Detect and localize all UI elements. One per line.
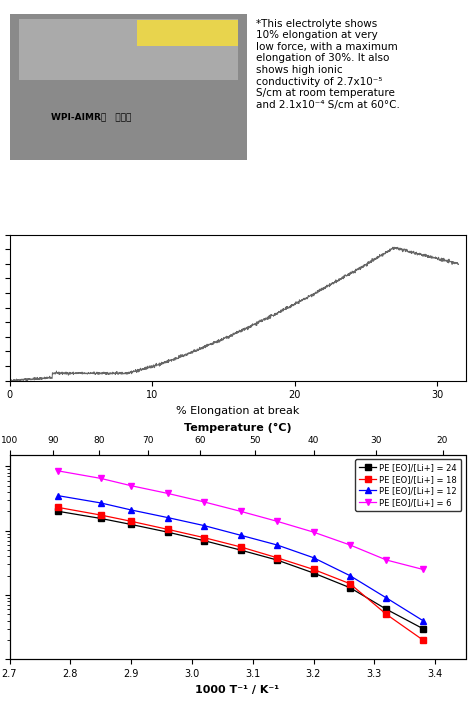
PE [EO]/[Li+] = 18 xyxy=(98,510,104,519)
PE [EO]/[Li+] = 24 xyxy=(347,584,353,592)
PE [EO]/[Li+] = 12 xyxy=(128,506,134,514)
X-axis label: 1000 T⁻¹ / K⁻¹: 1000 T⁻¹ / K⁻¹ xyxy=(195,685,280,695)
PE [EO]/[Li+] = 18 xyxy=(311,565,316,574)
PE [EO]/[Li+] = 24 xyxy=(165,528,171,537)
Bar xyxy=(19,18,238,80)
PE [EO]/[Li+] = 24 xyxy=(55,507,61,515)
Bar xyxy=(10,14,247,160)
PE [EO]/[Li+] = 18 xyxy=(420,636,426,644)
PE [EO]/[Li+] = 6 xyxy=(347,541,353,549)
Line: PE [EO]/[Li+] = 18: PE [EO]/[Li+] = 18 xyxy=(56,505,426,643)
PE [EO]/[Li+] = 18 xyxy=(274,554,280,562)
PE [EO]/[Li+] = 18 xyxy=(165,525,171,534)
PE [EO]/[Li+] = 12 xyxy=(201,521,207,530)
PE [EO]/[Li+] = 24 xyxy=(98,514,104,523)
PE [EO]/[Li+] = 12 xyxy=(165,513,171,522)
Text: WPI-AIMR安 衛生管: WPI-AIMR安 衛生管 xyxy=(51,112,132,121)
PE [EO]/[Li+] = 12 xyxy=(384,593,389,602)
PE [EO]/[Li+] = 6 xyxy=(274,517,280,525)
PE [EO]/[Li+] = 6 xyxy=(384,556,389,564)
PE [EO]/[Li+] = 12 xyxy=(238,531,243,540)
X-axis label: % Elongation at break: % Elongation at break xyxy=(176,406,299,416)
PE [EO]/[Li+] = 6 xyxy=(128,481,134,490)
PE [EO]/[Li+] = 12 xyxy=(311,554,316,562)
PE [EO]/[Li+] = 18 xyxy=(384,610,389,619)
PE [EO]/[Li+] = 12 xyxy=(55,491,61,500)
PE [EO]/[Li+] = 24 xyxy=(201,537,207,545)
PE [EO]/[Li+] = 18 xyxy=(201,533,207,542)
PE [EO]/[Li+] = 18 xyxy=(238,542,243,551)
Legend: PE [EO]/[Li+] = 24, PE [EO]/[Li+] = 18, PE [EO]/[Li+] = 12, PE [EO]/[Li+] = 6: PE [EO]/[Li+] = 24, PE [EO]/[Li+] = 18, … xyxy=(355,459,461,511)
PE [EO]/[Li+] = 12 xyxy=(347,571,353,580)
PE [EO]/[Li+] = 6 xyxy=(420,565,426,574)
Line: PE [EO]/[Li+] = 24: PE [EO]/[Li+] = 24 xyxy=(56,508,426,632)
PE [EO]/[Li+] = 24 xyxy=(311,569,316,577)
PE [EO]/[Li+] = 24 xyxy=(238,546,243,554)
PE [EO]/[Li+] = 6 xyxy=(238,507,243,515)
PE [EO]/[Li+] = 6 xyxy=(55,467,61,475)
PE [EO]/[Li+] = 6 xyxy=(165,489,171,498)
PE [EO]/[Li+] = 12 xyxy=(98,498,104,507)
PE [EO]/[Li+] = 12 xyxy=(420,616,426,625)
X-axis label: Temperature (°C): Temperature (°C) xyxy=(184,423,291,432)
PE [EO]/[Li+] = 6 xyxy=(201,498,207,506)
Bar xyxy=(137,20,238,46)
PE [EO]/[Li+] = 18 xyxy=(55,503,61,512)
PE [EO]/[Li+] = 12 xyxy=(274,541,280,549)
PE [EO]/[Li+] = 24 xyxy=(384,605,389,613)
PE [EO]/[Li+] = 24 xyxy=(128,520,134,529)
PE [EO]/[Li+] = 18 xyxy=(128,517,134,525)
Line: PE [EO]/[Li+] = 6: PE [EO]/[Li+] = 6 xyxy=(56,468,426,572)
PE [EO]/[Li+] = 18 xyxy=(347,579,353,588)
PE [EO]/[Li+] = 6 xyxy=(98,474,104,483)
Text: *This electrolyte shows
10% elongation at very
low force, with a maximum
elongat: *This electrolyte shows 10% elongation a… xyxy=(256,18,399,110)
PE [EO]/[Li+] = 6 xyxy=(311,528,316,537)
PE [EO]/[Li+] = 24 xyxy=(420,625,426,633)
PE [EO]/[Li+] = 24 xyxy=(274,556,280,564)
Line: PE [EO]/[Li+] = 12: PE [EO]/[Li+] = 12 xyxy=(56,493,426,623)
